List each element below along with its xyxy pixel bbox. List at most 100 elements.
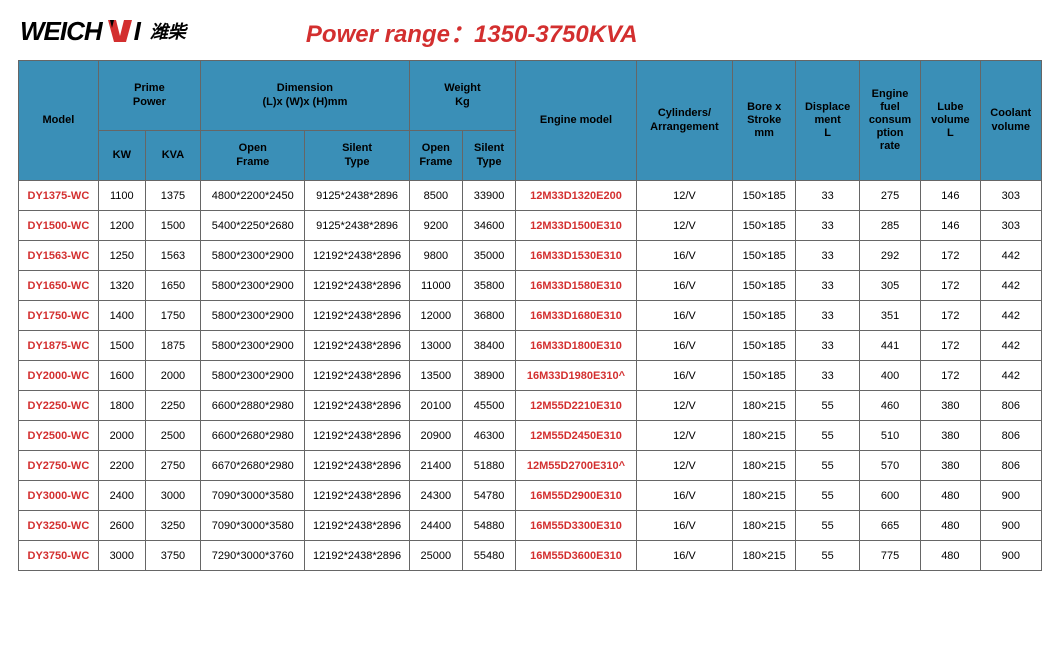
cell-disp: 33 <box>796 301 859 331</box>
cell-engine: 12M55D2450E310 <box>516 421 637 451</box>
spec-table: ModelPrimePowerDimension(L)x (W)x (H)mmW… <box>18 60 1042 571</box>
cell-wo: 24400 <box>409 511 462 541</box>
cell-engine: 16M33D1530E310 <box>516 241 637 271</box>
cell-cool: 442 <box>980 301 1041 331</box>
cell-dims: 12192*2438*2896 <box>305 361 409 391</box>
cell-model: DY2750-WC <box>19 451 99 481</box>
cell-cyl: 16/V <box>636 541 732 571</box>
cell-cyl: 16/V <box>636 241 732 271</box>
cell-kw: 1320 <box>98 271 145 301</box>
column-subheader: OpenFrame <box>201 131 305 181</box>
cell-ws: 54880 <box>462 511 515 541</box>
cell-disp: 55 <box>796 391 859 421</box>
cell-lube: 172 <box>921 361 980 391</box>
table-row: DY2500-WC200025006600*2680*298012192*243… <box>19 421 1042 451</box>
cell-dimo: 6670*2680*2980 <box>201 451 305 481</box>
cell-cyl: 16/V <box>636 271 732 301</box>
cell-cyl: 16/V <box>636 481 732 511</box>
cell-ws: 35800 <box>462 271 515 301</box>
cell-dimo: 7090*3000*3580 <box>201 511 305 541</box>
cell-lube: 380 <box>921 451 980 481</box>
column-header: PrimePower <box>98 61 200 131</box>
cell-model: DY1650-WC <box>19 271 99 301</box>
table-row: DY1750-WC140017505800*2300*290012192*243… <box>19 301 1042 331</box>
cell-bore: 180×215 <box>732 451 795 481</box>
cell-wo: 13000 <box>409 331 462 361</box>
cell-disp: 33 <box>796 361 859 391</box>
page-title: Power range：1350-3750KVA <box>306 14 638 49</box>
cell-engine: 12M55D2210E310 <box>516 391 637 421</box>
cell-kva: 2000 <box>145 361 200 391</box>
cell-cool: 442 <box>980 241 1041 271</box>
cell-disp: 55 <box>796 421 859 451</box>
cell-dimo: 5800*2300*2900 <box>201 331 305 361</box>
cell-ws: 55480 <box>462 541 515 571</box>
cell-bore: 150×185 <box>732 181 795 211</box>
cell-dims: 12192*2438*2896 <box>305 421 409 451</box>
cell-disp: 55 <box>796 511 859 541</box>
cell-ws: 54780 <box>462 481 515 511</box>
cell-disp: 55 <box>796 481 859 511</box>
cell-ws: 35000 <box>462 241 515 271</box>
cell-model: DY1375-WC <box>19 181 99 211</box>
cell-dimo: 5400*2250*2680 <box>201 211 305 241</box>
cell-fuel: 292 <box>859 241 920 271</box>
cell-disp: 55 <box>796 541 859 571</box>
cell-cyl: 12/V <box>636 181 732 211</box>
cell-kva: 3000 <box>145 481 200 511</box>
cell-cyl: 12/V <box>636 391 732 421</box>
cell-bore: 180×215 <box>732 481 795 511</box>
table-row: DY2750-WC220027506670*2680*298012192*243… <box>19 451 1042 481</box>
cell-cool: 806 <box>980 421 1041 451</box>
cell-lube: 380 <box>921 391 980 421</box>
cell-dims: 9125*2438*2896 <box>305 181 409 211</box>
cell-kw: 1250 <box>98 241 145 271</box>
cell-disp: 33 <box>796 271 859 301</box>
table-row: DY3250-WC260032507090*3000*358012192*243… <box>19 511 1042 541</box>
table-header: ModelPrimePowerDimension(L)x (W)x (H)mmW… <box>19 61 1042 181</box>
cell-cool: 900 <box>980 541 1041 571</box>
cell-kw: 1600 <box>98 361 145 391</box>
cell-model: DY2000-WC <box>19 361 99 391</box>
cell-engine: 12M55D2700E310^ <box>516 451 637 481</box>
table-body: DY1375-WC110013754800*2200*24509125*2438… <box>19 181 1042 571</box>
cell-ws: 51880 <box>462 451 515 481</box>
cell-dims: 12192*2438*2896 <box>305 331 409 361</box>
cell-kw: 3000 <box>98 541 145 571</box>
cell-cool: 303 <box>980 211 1041 241</box>
cell-model: DY1750-WC <box>19 301 99 331</box>
cell-engine: 12M33D1500E310 <box>516 211 637 241</box>
cell-cool: 900 <box>980 511 1041 541</box>
cell-disp: 33 <box>796 181 859 211</box>
cell-ws: 38900 <box>462 361 515 391</box>
cell-lube: 380 <box>921 421 980 451</box>
logo-text: WEICH <box>20 16 102 47</box>
cell-dimo: 6600*2680*2980 <box>201 421 305 451</box>
table-row: DY1875-WC150018755800*2300*290012192*243… <box>19 331 1042 361</box>
column-header: Model <box>19 61 99 181</box>
cell-fuel: 305 <box>859 271 920 301</box>
cell-fuel: 460 <box>859 391 920 421</box>
cell-kw: 1200 <box>98 211 145 241</box>
cell-cyl: 12/V <box>636 421 732 451</box>
cell-fuel: 600 <box>859 481 920 511</box>
cell-bore: 180×215 <box>732 541 795 571</box>
cell-fuel: 351 <box>859 301 920 331</box>
cell-engine: 16M33D1680E310 <box>516 301 637 331</box>
cell-disp: 55 <box>796 451 859 481</box>
cell-dims: 12192*2438*2896 <box>305 391 409 421</box>
cell-bore: 150×185 <box>732 211 795 241</box>
cell-cyl: 16/V <box>636 301 732 331</box>
cell-lube: 172 <box>921 301 980 331</box>
column-header: Bore xStrokemm <box>732 61 795 181</box>
cell-kw: 1400 <box>98 301 145 331</box>
cell-dims: 12192*2438*2896 <box>305 241 409 271</box>
cell-bore: 150×185 <box>732 271 795 301</box>
cell-bore: 180×215 <box>732 421 795 451</box>
cell-dims: 12192*2438*2896 <box>305 541 409 571</box>
cell-kw: 1100 <box>98 181 145 211</box>
cell-kw: 2400 <box>98 481 145 511</box>
cell-kva: 1875 <box>145 331 200 361</box>
column-header: LubevolumeL <box>921 61 980 181</box>
table-row: DY2250-WC180022506600*2880*298012192*243… <box>19 391 1042 421</box>
